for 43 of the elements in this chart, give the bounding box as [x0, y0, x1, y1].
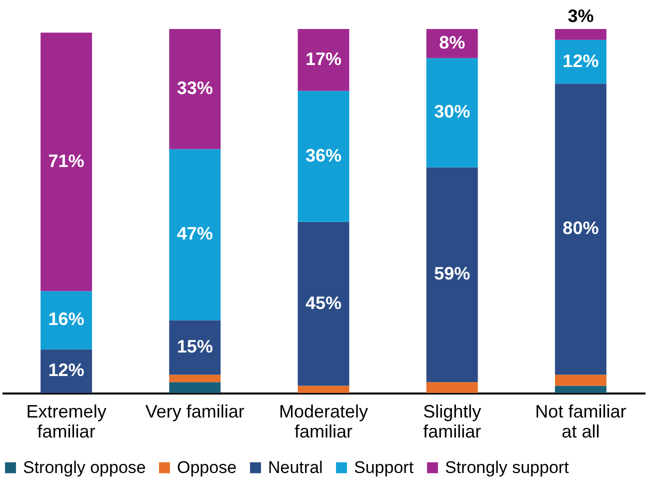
data-label: 8%: [439, 32, 466, 53]
bar: [554, 29, 606, 40]
bar: [554, 374, 606, 386]
bar: [169, 382, 221, 393]
bar: [554, 386, 606, 393]
bar: [169, 149, 221, 320]
bar: [554, 84, 606, 375]
data-label: 17%: [305, 48, 342, 69]
data-label: 15%: [176, 336, 213, 356]
bar: [426, 167, 478, 382]
bar: [426, 382, 478, 393]
bar: [298, 90, 350, 222]
data-label: 33%: [176, 78, 213, 98]
bar: [169, 374, 221, 382]
legend-label: Strongly oppose: [23, 458, 146, 477]
bar: [40, 291, 92, 350]
x-tick-label: Not familiar at all: [535, 402, 626, 442]
data-label: 71%: [48, 150, 84, 171]
bar: [169, 320, 221, 375]
legend-label: Neutral: [268, 458, 323, 477]
bar: [426, 58, 478, 168]
bar: [298, 29, 350, 91]
x-tick-label: Moderately familiar: [278, 402, 368, 442]
data-label: 30%: [434, 102, 470, 122]
data-label: 45%: [305, 292, 342, 313]
x-tick-label: Very familiar: [145, 402, 244, 422]
x-tick-label: Extremely familiar: [26, 402, 106, 442]
bar: [169, 29, 221, 150]
legend-label: Strongly support: [445, 458, 570, 477]
legend-label: Oppose: [177, 458, 237, 477]
bar: [298, 222, 350, 386]
data-label: 16%: [48, 309, 84, 330]
data-label: 59%: [434, 264, 470, 284]
data-label: 47%: [176, 224, 213, 244]
legend-label: Support: [354, 458, 414, 477]
data-label: 3%: [568, 6, 594, 26]
data-label: 12%: [48, 360, 84, 380]
data-label: 12%: [562, 50, 599, 71]
data-label: 80%: [562, 218, 599, 238]
bar: [298, 386, 350, 393]
bar: [40, 32, 92, 292]
x-tick-label: Slightly familiar: [423, 402, 482, 442]
data-label: 36%: [305, 145, 342, 166]
